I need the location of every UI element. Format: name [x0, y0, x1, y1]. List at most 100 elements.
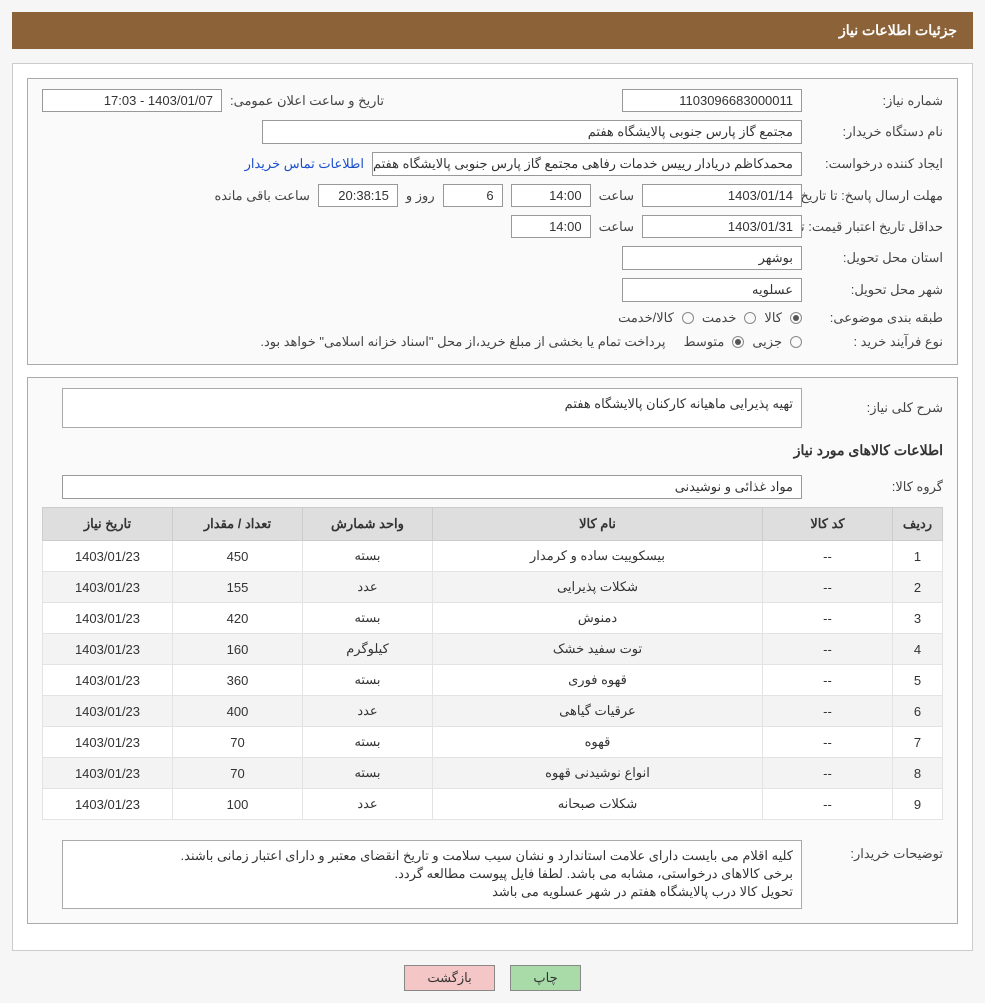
- table-cell: --: [763, 603, 893, 634]
- page-title: جزئیات اطلاعات نیاز: [839, 22, 957, 38]
- table-cell: 3: [893, 603, 943, 634]
- radio-minor: [790, 336, 802, 348]
- subject-class-row: کالا خدمت کالا/خدمت: [42, 310, 802, 326]
- radio-service: [744, 312, 756, 324]
- table-cell: بیسکوییت ساده و کرمدار: [433, 541, 763, 572]
- page-header: جزئیات اطلاعات نیاز: [12, 12, 973, 49]
- province-label: استان محل تحویل:: [808, 250, 943, 266]
- table-header: کد کالا: [763, 508, 893, 541]
- table-cell: 5: [893, 665, 943, 696]
- subject-class-label: طبقه بندی موضوعی:: [808, 310, 943, 326]
- table-cell: --: [763, 665, 893, 696]
- table-cell: عدد: [303, 789, 433, 820]
- goods-table-wrap: ردیفکد کالانام کالاواحد شمارشتعداد / مقد…: [42, 507, 943, 832]
- table-cell: 70: [173, 758, 303, 789]
- deadline-countdown-label: ساعت باقی مانده: [214, 188, 309, 204]
- outer-container: شماره نیاز: 1103096683000011 تاریخ و ساع…: [12, 63, 973, 951]
- table-cell: بسته: [303, 603, 433, 634]
- back-button[interactable]: بازگشت: [404, 965, 494, 991]
- table-header: تاریخ نیاز: [43, 508, 173, 541]
- table-cell: 8: [893, 758, 943, 789]
- table-cell: 1403/01/23: [43, 634, 173, 665]
- table-cell: --: [763, 541, 893, 572]
- table-header: نام کالا: [433, 508, 763, 541]
- table-cell: 1403/01/23: [43, 603, 173, 634]
- table-cell: 100: [173, 789, 303, 820]
- announce-value: 1403/01/07 - 17:03: [42, 89, 222, 112]
- validity-date: 1403/01/31: [642, 215, 802, 238]
- table-cell: 155: [173, 572, 303, 603]
- deadline-time: 14:00: [511, 184, 591, 207]
- validity-time-label: ساعت: [599, 219, 634, 235]
- table-cell: دمنوش: [433, 603, 763, 634]
- radio-medium: [732, 336, 744, 348]
- table-cell: --: [763, 789, 893, 820]
- table-cell: قهوه فوری: [433, 665, 763, 696]
- opt-minor: جزیی: [752, 334, 782, 350]
- purchase-type-suffix: پرداخت تمام یا بخشی از مبلغ خرید،از محل …: [260, 334, 665, 350]
- table-cell: 9: [893, 789, 943, 820]
- table-cell: --: [763, 727, 893, 758]
- deadline-time-label: ساعت: [599, 188, 634, 204]
- buyer-contact-link[interactable]: اطلاعات تماس خریدار: [245, 156, 364, 172]
- buyer-org-label: نام دستگاه خریدار:: [808, 124, 943, 140]
- buyer-notes: کلیه اقلام می بایست دارای علامت استاندار…: [62, 840, 802, 909]
- province-value: بوشهر: [622, 246, 802, 270]
- table-cell: بسته: [303, 758, 433, 789]
- table-row: 1--بیسکوییت ساده و کرمداربسته4501403/01/…: [43, 541, 943, 572]
- table-cell: --: [763, 758, 893, 789]
- table-cell: 1403/01/23: [43, 572, 173, 603]
- deadline-label: مهلت ارسال پاسخ: تا تاریخ:: [808, 188, 943, 204]
- deadline-days: 6: [443, 184, 503, 207]
- table-cell: کیلوگرم: [303, 634, 433, 665]
- table-cell: 1403/01/23: [43, 696, 173, 727]
- table-cell: عدد: [303, 696, 433, 727]
- table-cell: 1: [893, 541, 943, 572]
- group-value: مواد غذائی و نوشیدنی: [62, 475, 802, 499]
- table-row: 5--قهوه فوریبسته3601403/01/23: [43, 665, 943, 696]
- city-label: شهر محل تحویل:: [808, 282, 943, 298]
- deadline-date: 1403/01/14: [642, 184, 802, 207]
- action-buttons: چاپ بازگشت: [12, 965, 973, 991]
- notes-label: توضیحات خریدار:: [808, 840, 943, 862]
- opt-medium: متوسط: [683, 334, 724, 350]
- goods-table: ردیفکد کالانام کالاواحد شمارشتعداد / مقد…: [42, 507, 943, 820]
- deadline-countdown: 20:38:15: [318, 184, 398, 207]
- table-cell: 400: [173, 696, 303, 727]
- table-header: ردیف: [893, 508, 943, 541]
- radio-goods: [790, 312, 802, 324]
- table-cell: 4: [893, 634, 943, 665]
- table-cell: عدد: [303, 572, 433, 603]
- validity-label: حداقل تاریخ اعتبار قیمت: تا تاریخ:: [808, 219, 943, 235]
- table-header: تعداد / مقدار: [173, 508, 303, 541]
- table-row: 3--دمنوشبسته4201403/01/23: [43, 603, 943, 634]
- table-cell: 160: [173, 634, 303, 665]
- table-row: 9--شکلات صبحانهعدد1001403/01/23: [43, 789, 943, 820]
- opt-service: خدمت: [702, 310, 737, 326]
- table-cell: --: [763, 696, 893, 727]
- opt-goods: کالا: [764, 310, 782, 326]
- table-row: 8--انواع نوشیدنی قهوهبسته701403/01/23: [43, 758, 943, 789]
- table-cell: 6: [893, 696, 943, 727]
- desc-value: تهیه پذیرایی ماهیانه کارکنان پالایشگاه ه…: [62, 388, 802, 428]
- print-button[interactable]: چاپ: [510, 965, 580, 991]
- table-row: 2--شکلات پذیراییعدد1551403/01/23: [43, 572, 943, 603]
- purchase-type-row: جزیی متوسط پرداخت تمام یا بخشی از مبلغ خ…: [42, 334, 802, 350]
- table-cell: بسته: [303, 665, 433, 696]
- table-header: واحد شمارش: [303, 508, 433, 541]
- buyer-org-value: مجتمع گاز پارس جنوبی پالایشگاه هفتم: [262, 120, 802, 144]
- table-cell: 360: [173, 665, 303, 696]
- group-label: گروه کالا:: [808, 479, 943, 495]
- goods-info-title: اطلاعات کالاهای مورد نیاز: [42, 442, 943, 459]
- validity-time: 14:00: [511, 215, 591, 238]
- table-cell: عرقیات گیاهی: [433, 696, 763, 727]
- requester-value: محمدکاظم دریادار رییس خدمات رفاهی مجتمع …: [372, 152, 802, 176]
- table-cell: قهوه: [433, 727, 763, 758]
- requester-label: ایجاد کننده درخواست:: [808, 156, 943, 172]
- announce-label: تاریخ و ساعت اعلان عمومی:: [230, 93, 384, 109]
- radio-both: [682, 312, 694, 324]
- purchase-type-label: نوع فرآیند خرید :: [808, 334, 943, 350]
- table-cell: 450: [173, 541, 303, 572]
- table-row: 7--قهوهبسته701403/01/23: [43, 727, 943, 758]
- need-number-label: شماره نیاز:: [808, 93, 943, 109]
